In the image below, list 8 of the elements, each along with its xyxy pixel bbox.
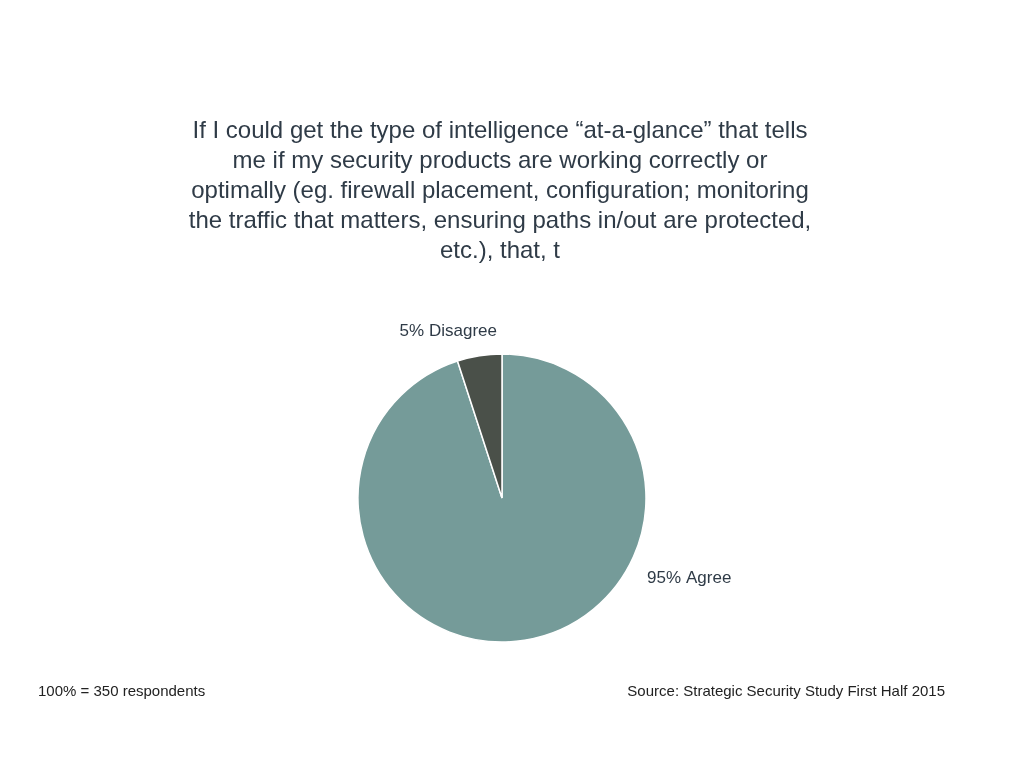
chart-title: If I could get the type of intelligence “at-a-glance” that tells me if my security products are working correctly or optimally (eg. firewall placement, configuration; monitoring the traffic that matters, ensuring paths in/out are protected, etc.), that, t <box>188 116 812 263</box>
slice-label: Agree <box>686 568 732 587</box>
data-label: 5% <box>399 321 424 340</box>
source-note: Source: Strategic Security Study First Half 2015 <box>627 682 945 699</box>
pie-slice <box>357 353 647 643</box>
slice-label: Disagree <box>429 321 498 340</box>
data-label: 95% <box>646 568 681 587</box>
text: 100% = 350 respondents <box>38 682 206 699</box>
